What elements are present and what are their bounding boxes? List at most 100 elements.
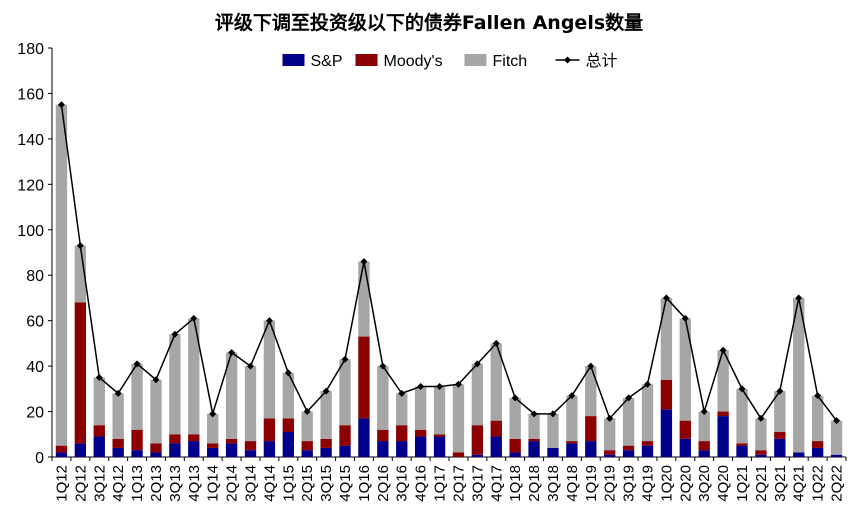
bar-segment — [679, 420, 691, 439]
bar-segment — [641, 441, 654, 446]
total-point — [190, 314, 198, 322]
bar-segment — [736, 443, 748, 446]
total-point — [681, 314, 689, 322]
bar-segment — [566, 395, 578, 442]
x-tick-label: 4Q12 — [110, 465, 127, 502]
bar-segment — [377, 429, 389, 442]
bar-segment — [471, 454, 484, 457]
legend-label: Moody's — [384, 53, 443, 70]
x-tick-label: 1Q15 — [280, 465, 297, 502]
bar-segment — [207, 413, 219, 444]
bar-segment — [452, 384, 465, 453]
total-point — [473, 360, 481, 368]
total-point — [776, 387, 784, 395]
bar-segment — [207, 447, 219, 457]
bar-segment — [263, 418, 276, 442]
bar-segment — [320, 391, 332, 439]
bar-segment — [112, 438, 124, 448]
total-point — [436, 383, 444, 391]
legend-swatch — [464, 54, 487, 66]
y-tick-label: 120 — [17, 177, 44, 194]
bar-segment — [414, 386, 427, 430]
total-point — [549, 410, 557, 418]
bar-segment — [112, 447, 124, 457]
total-point — [719, 346, 727, 354]
x-tick-label: 4Q15 — [337, 465, 354, 502]
legend-label: Fitch — [493, 53, 528, 70]
total-point — [492, 339, 500, 347]
x-tick-label: 1Q20 — [658, 465, 675, 502]
legend-swatch — [355, 54, 378, 66]
bar-segment — [622, 450, 635, 457]
bar-segment — [414, 429, 427, 437]
x-tick-label: 1Q16 — [356, 465, 373, 502]
bar-segment — [377, 366, 389, 430]
x-tick-label: 3Q19 — [621, 465, 638, 502]
bar-segment — [509, 397, 521, 439]
bar-segment — [811, 441, 824, 448]
total-point — [284, 369, 292, 377]
bar-segment — [282, 418, 294, 433]
total-point — [606, 414, 614, 422]
bar-segment — [471, 425, 484, 455]
x-tick-label: 1Q21 — [734, 465, 751, 502]
bar-segment — [641, 384, 654, 442]
bar-segment — [339, 445, 351, 457]
bar-segment — [452, 452, 465, 457]
total-point — [568, 392, 576, 400]
bar-segment — [377, 441, 389, 457]
bar-segment — [169, 443, 181, 457]
bar-segment — [55, 104, 68, 446]
bar-segment — [244, 450, 257, 457]
y-tick-label: 180 — [17, 41, 44, 58]
x-tick-label: 2Q19 — [602, 465, 619, 502]
bar-segment — [660, 379, 673, 410]
chart-title: 评级下调至投资级以下的债券Fallen Angels数量 — [214, 12, 644, 34]
y-tick-label: 20 — [26, 405, 44, 422]
bar-segment — [660, 409, 673, 457]
bar-segment — [320, 438, 332, 448]
y-tick-label: 60 — [26, 314, 44, 331]
x-tick-label: 3Q21 — [772, 465, 789, 502]
x-tick-label: 4Q17 — [488, 465, 505, 502]
bar-segment — [698, 450, 710, 457]
legend-label: 总计 — [586, 52, 618, 70]
total-point — [662, 294, 670, 302]
bar-segment — [830, 420, 843, 455]
x-tick-label: 4Q19 — [640, 465, 657, 502]
bar-segment — [188, 318, 200, 435]
bar-segment — [414, 436, 427, 457]
total-point — [57, 101, 65, 109]
total-line — [60, 104, 838, 422]
x-tick-label: 4Q20 — [715, 465, 732, 502]
bar-segment — [150, 452, 162, 457]
bar-segment — [169, 334, 181, 435]
bar-segment — [755, 454, 767, 457]
bar-segment — [93, 425, 105, 437]
total-point — [625, 394, 633, 402]
legend-marker — [564, 56, 571, 64]
total-point — [209, 410, 217, 418]
y-tick-label: 140 — [17, 132, 44, 149]
x-tick-label: 2Q12 — [72, 465, 89, 502]
bar-segment — [774, 432, 786, 439]
total-point — [341, 355, 349, 363]
bar-segment — [622, 397, 635, 446]
bar-segment — [263, 441, 276, 457]
total-point — [114, 389, 122, 397]
bar-segment — [604, 418, 616, 451]
total-point — [587, 362, 595, 370]
y-tick-label: 40 — [26, 359, 44, 376]
x-tick-label: 2Q16 — [375, 465, 392, 502]
bar-segment — [339, 425, 351, 446]
bar-segment — [301, 411, 313, 442]
bar-segment — [566, 441, 578, 444]
x-tick-label: 1Q22 — [810, 465, 827, 502]
bar-segment — [244, 441, 257, 451]
bar-segment — [471, 363, 484, 426]
bar-segment — [433, 436, 446, 457]
bar-segment — [528, 441, 540, 457]
bar-segment — [93, 436, 105, 457]
